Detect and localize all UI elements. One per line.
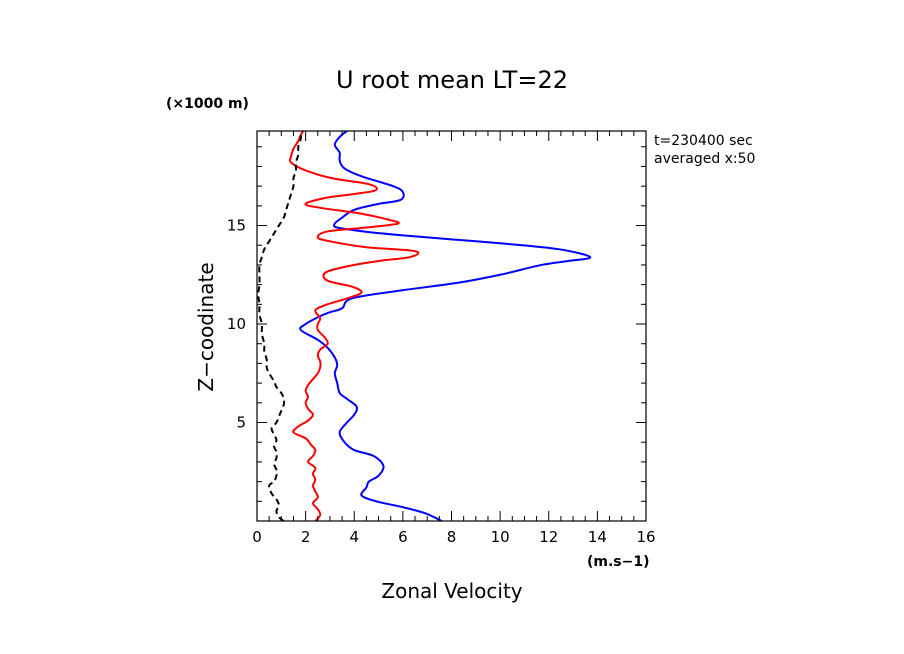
series-layer: [257, 131, 592, 521]
y-axis-unit: (×1000 m): [166, 96, 249, 112]
y-tick-label: 15: [227, 217, 246, 235]
x-axis-label: Zonal Velocity: [381, 579, 522, 603]
series-line-1: [299, 131, 592, 521]
x-tick-label: 12: [539, 528, 558, 546]
chart-title: U root mean LT=22: [336, 66, 568, 94]
x-tick-label: 14: [588, 528, 607, 546]
x-tick-label: 4: [349, 528, 359, 546]
annotation-layer: t=230400 sec averaged x:50: [654, 133, 755, 167]
y-tick-label: 5: [236, 414, 246, 432]
tick-layer: 0 2 4 6 8 10 12 14 16 5 10 15: [227, 131, 656, 546]
x-tick-label: 0: [252, 528, 262, 546]
y-axis-label: Z−coodinate: [194, 262, 218, 391]
plot-frame: [256, 130, 647, 522]
series-line-2: [288, 131, 420, 521]
annotation-line: t=230400 sec: [654, 133, 753, 149]
x-tick-label: 2: [301, 528, 311, 546]
x-axis-unit: (m.s−1): [587, 554, 650, 570]
series-line-3: [257, 131, 302, 521]
x-tick-label: 6: [398, 528, 408, 546]
y-tick-label: 10: [227, 315, 246, 333]
x-tick-label: 10: [491, 528, 510, 546]
x-tick-label: 8: [447, 528, 457, 546]
x-tick-label: 16: [636, 528, 655, 546]
annotation-line: averaged x:50: [654, 151, 755, 167]
